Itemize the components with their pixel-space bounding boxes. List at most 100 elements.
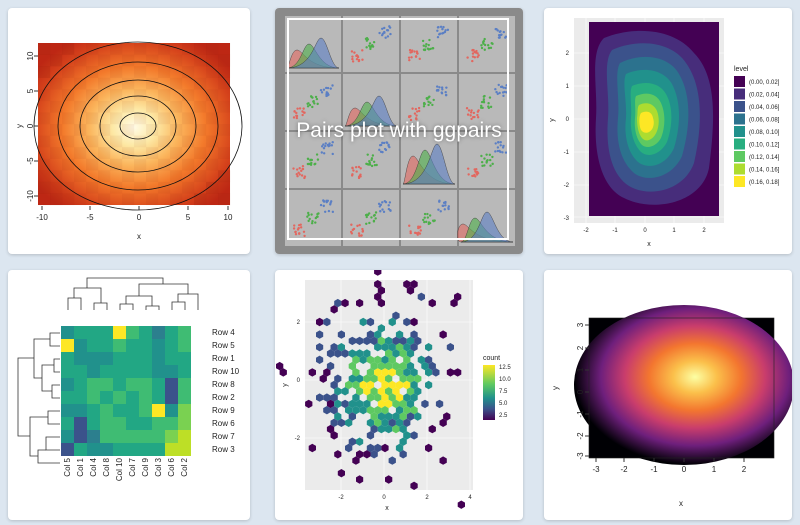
y-tick-label: 2 bbox=[576, 345, 585, 350]
hex-bin bbox=[356, 475, 364, 484]
heat-tile bbox=[206, 112, 219, 125]
heat-cell bbox=[126, 378, 139, 391]
heat-tile bbox=[134, 158, 147, 171]
heat-cell bbox=[178, 417, 191, 430]
heat-cell bbox=[152, 430, 165, 443]
heat-cell bbox=[61, 326, 74, 339]
scatter-point bbox=[361, 227, 364, 231]
scatter-point bbox=[410, 50, 413, 54]
heat-tile bbox=[110, 101, 122, 113]
hex-bin bbox=[406, 387, 415, 396]
heat-tile bbox=[62, 170, 74, 182]
heat-cell bbox=[139, 326, 152, 339]
pairs-plot-svg bbox=[275, 8, 523, 254]
scatter-point bbox=[429, 101, 432, 105]
scatter-point bbox=[497, 83, 500, 87]
x-tick-label: 10 bbox=[224, 213, 233, 222]
heat-tile bbox=[146, 193, 159, 206]
heat-cell bbox=[178, 352, 191, 365]
heat-cell bbox=[74, 430, 87, 443]
x-tick-label: -2 bbox=[583, 228, 589, 234]
y-tick-label: -2 bbox=[295, 436, 301, 442]
clustered-heatmap-card[interactable]: Row 4 Row 5 Row 1 Row 10 Row 8 Row 2 Row 9 Row … bbox=[8, 270, 250, 520]
scatter-point bbox=[485, 161, 488, 164]
smoothed-density-card[interactable]: -3 -2 -1 0 1 2 3 2 1 0 -1 -2 -3 x y bbox=[544, 270, 792, 520]
hex-bin bbox=[406, 361, 415, 371]
hex-bin bbox=[370, 387, 378, 396]
legend-title: count bbox=[483, 355, 500, 362]
scatter-point bbox=[356, 54, 359, 58]
scatter-point bbox=[297, 226, 300, 230]
heat-cell bbox=[113, 378, 126, 391]
contour-heatmap-svg: -10 -5 0 5 10 10 5 0 -5 -10 x y bbox=[15, 41, 243, 241]
scatter-point bbox=[410, 56, 413, 59]
scatter-point bbox=[441, 88, 444, 91]
hex-bin bbox=[399, 349, 407, 358]
heat-tile bbox=[218, 136, 230, 148]
hex-bin bbox=[276, 361, 284, 371]
heat-tile bbox=[38, 89, 51, 102]
heat-cell bbox=[178, 339, 191, 352]
heat-cell bbox=[74, 391, 87, 404]
heat-tile bbox=[194, 159, 206, 171]
heat-tile bbox=[38, 170, 51, 183]
hex-bin bbox=[366, 393, 375, 402]
hex-bin bbox=[326, 399, 335, 409]
scatter-point bbox=[444, 93, 448, 97]
scatter-point bbox=[415, 50, 419, 53]
scatter-point bbox=[476, 52, 479, 55]
scatter-point bbox=[497, 140, 500, 144]
heat-tile bbox=[194, 54, 207, 67]
hex-bin bbox=[410, 406, 418, 415]
scatter-point bbox=[298, 173, 301, 176]
heat-cell bbox=[100, 326, 113, 339]
legend-entry: (0.04, 0.06] bbox=[749, 105, 780, 111]
heat-tile bbox=[122, 43, 134, 55]
scatter-point bbox=[495, 90, 498, 94]
hex-bin bbox=[388, 456, 396, 465]
hexbin-card[interactable]: -2 0 2 4 2 0 -2 x y count 12.5 10.0 7.5 5.0 2.5 bbox=[275, 270, 523, 520]
scatter-point bbox=[368, 42, 372, 45]
column-label: Col 10 bbox=[115, 457, 124, 481]
scatter-point bbox=[366, 153, 369, 156]
hex-bin bbox=[366, 330, 375, 339]
heat-tile bbox=[194, 89, 206, 101]
heat-tile bbox=[218, 159, 230, 171]
scatter-point bbox=[356, 224, 359, 228]
contour-heatmap-card[interactable]: -10 -5 0 5 10 10 5 0 -5 -10 x y bbox=[8, 8, 250, 254]
scatter-point bbox=[414, 117, 418, 120]
scatter-point bbox=[480, 154, 483, 158]
scatter-point bbox=[303, 175, 307, 178]
heat-cell bbox=[126, 391, 139, 404]
scatter-point bbox=[416, 233, 419, 236]
hex-bin bbox=[377, 399, 385, 409]
scatter-point bbox=[476, 110, 480, 113]
hex-bin bbox=[399, 412, 407, 421]
scatter-point bbox=[472, 111, 476, 115]
heat-tile bbox=[206, 170, 218, 182]
scatter-point bbox=[306, 105, 310, 108]
density-contour-card[interactable]: -2 -1 0 1 2 2 1 0 -1 -2 -3 x y level (0.00, 0.02]… bbox=[544, 8, 792, 254]
scatter-point bbox=[423, 48, 427, 52]
x-axis-label: x bbox=[137, 232, 141, 241]
scatter-point bbox=[382, 210, 386, 214]
hex-bin bbox=[417, 355, 425, 364]
hex-bin bbox=[370, 412, 378, 421]
hex-bin bbox=[356, 336, 364, 346]
hex-bin bbox=[366, 418, 375, 427]
heat-tile bbox=[98, 100, 111, 113]
hex-bin bbox=[450, 298, 458, 308]
scatter-point bbox=[303, 234, 306, 238]
hex-bin bbox=[403, 393, 411, 402]
heat-cell bbox=[178, 391, 191, 404]
heat-tile bbox=[146, 159, 158, 171]
scatter-point bbox=[298, 232, 301, 235]
scatter-point bbox=[409, 230, 412, 233]
scatter-point bbox=[307, 213, 310, 217]
pairs-plot-card[interactable]: Pairs plot with ggpairs bbox=[275, 8, 523, 254]
x-tick-labels: -2 0 2 4 bbox=[338, 495, 472, 501]
scatter-point bbox=[381, 141, 384, 145]
scatter-point bbox=[447, 206, 450, 210]
hex-bin bbox=[399, 374, 407, 383]
